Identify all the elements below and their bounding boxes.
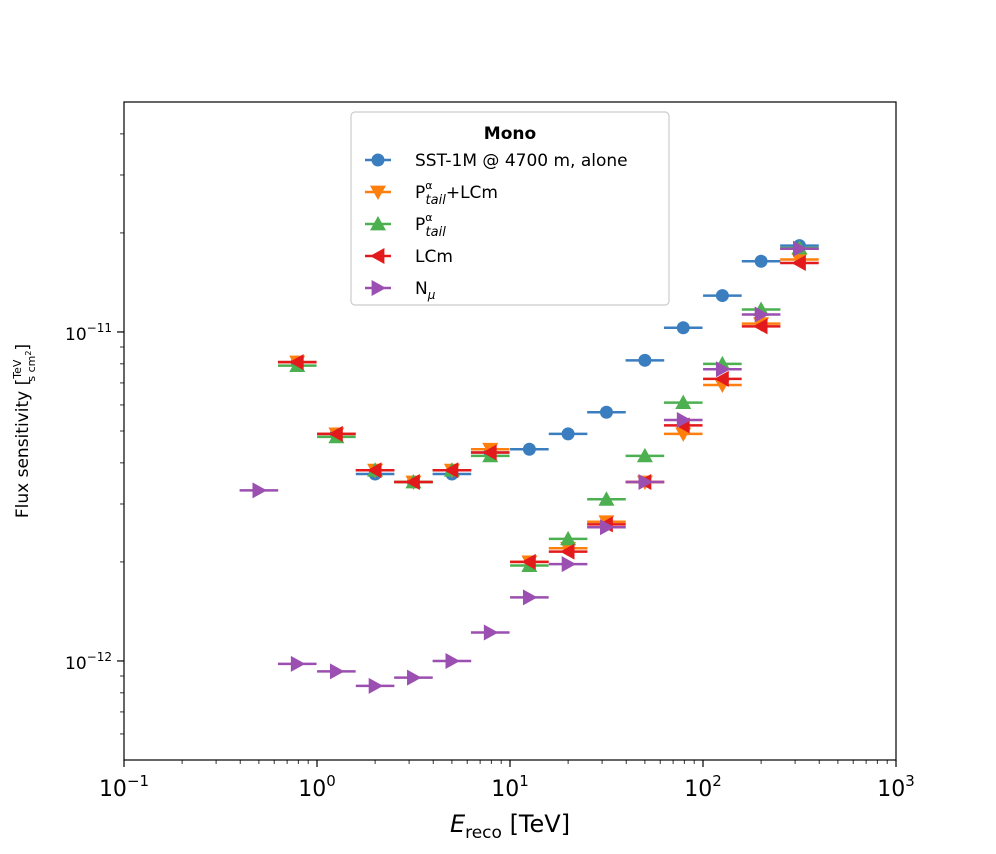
data-point [793,240,808,257]
legend-marker [370,185,386,200]
data-point [715,289,729,303]
y-label-suffix: ] [13,344,33,351]
y-tick-label: 10−11 [65,321,112,345]
data-point [368,677,384,694]
data-point [638,473,653,490]
series-5 [239,240,819,694]
data-point [407,669,422,686]
data-point [521,553,536,570]
data-point [560,543,575,560]
legend-entry: Nμ [365,279,436,302]
data-point [329,663,345,680]
data-point [445,652,460,669]
svg-text:Flux sensitivity [TeVs cm2]: Flux sensitivity [TeVs cm2] [11,344,38,518]
data-point [636,447,653,463]
y-label-prefix: Flux sensitivity [ [13,379,33,518]
legend: Mono SST-1M @ 4700 m, alone Pα tail+LCm Pα t… [350,111,670,306]
x-label-main: E [450,810,466,838]
data-point [754,306,770,323]
data-point [676,321,690,335]
data-point [522,589,538,606]
legend-box [350,111,670,306]
data-point [598,491,615,506]
data-point [289,354,304,371]
x-label-sub: reco [465,823,502,843]
legend-entry: Pα tail [365,211,446,240]
data-point [600,519,615,536]
y-tick-label: 10−12 [65,650,112,674]
data-point [714,370,729,387]
data-point [560,530,577,546]
legend-marker [371,280,386,296]
data-point [252,482,267,499]
series-layer [239,239,819,694]
legend-label: SST-1M @ 4700 m, alone [415,151,628,171]
x-axis-label: Ereco [TeV] [450,810,570,843]
x-tick-label: 100 [298,772,336,802]
data-point [638,353,652,367]
y-label-den: s cm [25,356,38,382]
data-point [482,444,497,461]
data-point [715,361,731,378]
legend-title: Mono [484,124,536,144]
legend-label: LCm [415,247,453,267]
data-point [561,556,577,573]
data-point [328,425,343,442]
data-point [367,462,382,479]
x-tick-label: 102 [684,772,722,802]
legend-marker [371,153,385,167]
legend-entry: Pα tail+LCm [365,179,498,208]
data-point [599,405,613,419]
legend-entry: SST-1M @ 4700 m, alone [365,151,628,171]
data-point [561,427,575,441]
data-point [754,254,768,268]
legend-marker [370,216,386,231]
legend-label: Pα tail+LCm [415,179,498,208]
data-point [522,442,536,456]
x-tick-label: 103 [877,772,915,802]
legend-entry: LCm [365,247,453,267]
data-point [753,318,768,335]
x-tick-label: 101 [491,772,529,802]
data-point [443,462,459,479]
data-point [791,255,806,272]
y-axis-label: Flux sensitivity [TeVs cm2] [11,344,38,518]
x-label-unit: [TeV] [502,810,570,838]
series-4 [277,255,819,570]
data-point [290,655,306,672]
ticks-layer: 10−1 100 101 102 103 10−12 10−11 [65,133,915,802]
legend-label: Nμ [415,279,436,302]
y-label-den-sup: 2 [24,351,33,356]
data-point [483,624,499,641]
data-point [405,473,420,490]
legend-marker [370,248,385,264]
legend-label: Pα tail [415,211,446,240]
x-tick-label: 10−1 [99,772,149,802]
data-point [675,394,692,409]
y-label-num: TeV [11,359,24,380]
data-point [676,412,692,429]
